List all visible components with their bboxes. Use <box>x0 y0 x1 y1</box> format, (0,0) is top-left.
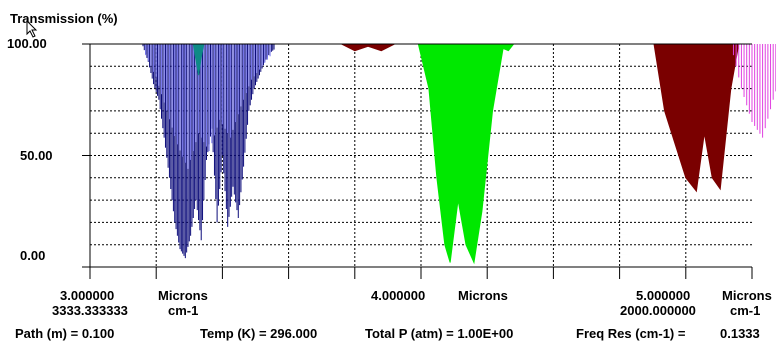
y-tick-label-0: 0.00 <box>20 248 46 263</box>
y-tick-label-50: 50.00 <box>20 148 53 163</box>
mouse-cursor-icon <box>26 20 38 38</box>
path-readout: Path (m) = 0.100 <box>15 326 115 341</box>
freq-res-value: 0.1333 <box>720 326 760 341</box>
x-tick-label-micron-5: 5.000000 <box>636 288 691 303</box>
x-tick-label-micron-3: 3.000000 <box>60 288 115 303</box>
x-axis-units-microns-3: Microns <box>722 288 772 303</box>
x-axis-units-cm-1: cm-1 <box>168 303 199 318</box>
x-axis-units-microns-2: Microns <box>458 288 508 303</box>
x-tick-label-micron-4: 4.000000 <box>371 288 426 303</box>
freq-res-label: Freq Res (cm-1) = <box>576 326 686 341</box>
x-axis-units-microns-1: Microns <box>158 288 208 303</box>
temperature-readout: Temp (K) = 296.000 <box>200 326 318 341</box>
x-tick-label-wavenumber-3: 3333.333333 <box>52 303 128 318</box>
absorption-band-4 <box>417 43 525 265</box>
x-axis-units-cm-2: cm-1 <box>730 303 761 318</box>
pressure-readout: Total P (atm) = 1.00E+00 <box>365 326 514 341</box>
x-tick-label-wavenumber-5: 2000.000000 <box>620 303 696 318</box>
chart-title: Transmission (%) <box>10 11 118 26</box>
y-tick-label-100: 100.00 <box>7 36 47 51</box>
absorption-band-3 <box>341 43 740 193</box>
